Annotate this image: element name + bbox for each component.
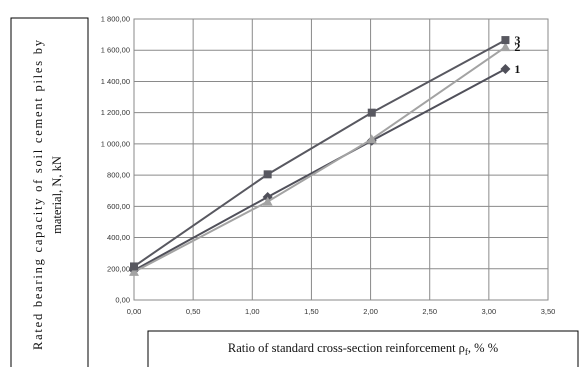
- y-tick-label: 200,00: [107, 264, 130, 273]
- x-axis-title-subscript: f: [465, 347, 468, 357]
- series-layer: [129, 36, 511, 276]
- series-2-point: [262, 196, 273, 206]
- y-axis-title-line-2: material, N, kN: [50, 156, 64, 234]
- series-3-line: [133, 39, 506, 268]
- y-tick-label: 1 800,00: [101, 15, 130, 24]
- y-tick-label: 1 600,00: [101, 46, 130, 55]
- x-axis-title-box: [147, 330, 579, 367]
- x-tick-label: 3,50: [541, 307, 556, 316]
- x-tick-label: 0,00: [127, 307, 142, 316]
- x-axis-title: Ratio of standard cross-section reinforc…: [228, 341, 498, 357]
- series-1-label: 1: [514, 62, 520, 76]
- y-axis-title-box: [10, 17, 89, 367]
- series-2-point: [129, 266, 139, 276]
- series-3-point: [130, 262, 138, 271]
- series-labels: 1 23: [514, 33, 520, 76]
- x-tick-label: 0,50: [186, 307, 201, 316]
- series-2-point: [500, 42, 511, 52]
- series-3-label: 3: [514, 33, 520, 47]
- y-tick-label: 400,00: [107, 233, 130, 242]
- x-tick-label: 1,50: [304, 307, 319, 316]
- grid: [133, 18, 549, 301]
- series-3-point: [263, 170, 272, 179]
- y-tick-label: 600,00: [107, 202, 130, 211]
- series-3-point: [501, 36, 510, 45]
- x-axis-title-main: Ratio of standard cross-section reinforc…: [228, 341, 465, 355]
- x-axis-title-suffix: , % %: [468, 341, 498, 355]
- y-tick-label: 0,00: [115, 296, 130, 305]
- y-tick-label: 1 200,00: [101, 108, 130, 117]
- series-2-line: [133, 46, 506, 273]
- series-1-line: [133, 68, 506, 272]
- series-2-label: 2: [514, 40, 520, 54]
- x-tick-label: 1,00: [245, 307, 260, 316]
- x-tick-label: 2,00: [363, 307, 378, 316]
- series-1-point: [500, 63, 511, 74]
- y-tick-label: 1 400,00: [101, 77, 130, 86]
- series-3-point: [367, 108, 376, 117]
- series-2-point: [366, 134, 377, 144]
- x-tick-label: 3,00: [482, 307, 497, 316]
- y-axis-title-line-1: Rated bearing capacity of soil cement pi…: [31, 39, 45, 350]
- x-tick-label: 2,50: [422, 307, 437, 316]
- y-tick-label: 800,00: [107, 171, 130, 180]
- y-tick-label: 1 000,00: [101, 139, 130, 148]
